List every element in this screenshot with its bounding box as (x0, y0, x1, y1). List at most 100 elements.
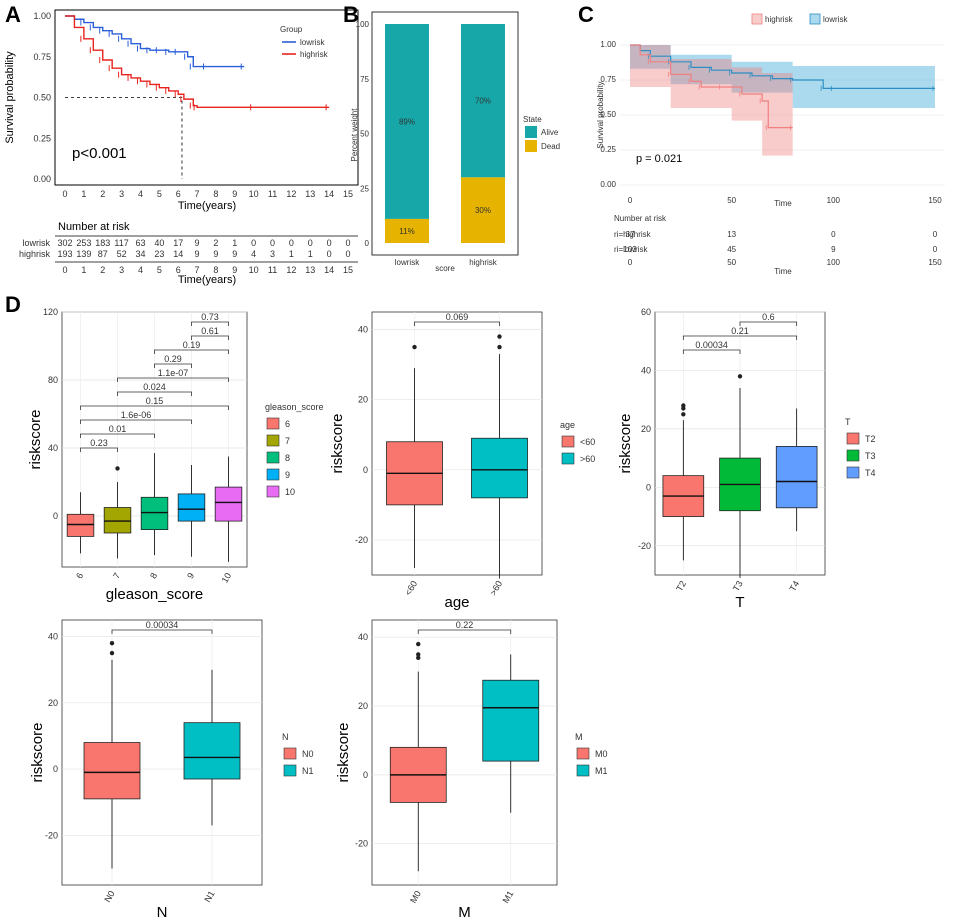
a-risk-count: 1 (289, 249, 294, 259)
panelD5-legend-label: M0 (595, 749, 608, 759)
b-bar-dead-lowrisk (385, 218, 429, 243)
panelD1-comparison-pvalue: 0.15 (146, 396, 164, 406)
b-legend-label-alive: Alive (541, 128, 559, 137)
panelD1-comparison-bracket (80, 433, 155, 438)
b-legend-title: State (523, 115, 542, 124)
b-ytick: 0 (365, 239, 370, 248)
a-risk-time: 4 (138, 265, 143, 275)
panel-d-n-boxplot: -20 0 20 40 N0 N1 0.00034 riskscore N N N0 N1 (29, 619, 314, 917)
c-risk-count: 0 (933, 230, 938, 239)
panelD5-legend-swatch (576, 764, 590, 777)
a-risk-time: 9 (232, 265, 237, 275)
panelD3-ytick: 20 (641, 424, 651, 434)
a-legend-title: Group (280, 25, 303, 34)
panelD5-ytick: 0 (363, 770, 368, 780)
panelD1-comparison-pvalue: 0.19 (183, 340, 201, 350)
a-curve-lowrisk (65, 15, 245, 68)
c-risk-time: 150 (928, 258, 942, 267)
panel-label-b: B (343, 2, 359, 27)
a-risk-xlabel: Time(years) (178, 274, 236, 286)
a-ytick: 0.50 (33, 93, 51, 103)
panelD3-xtick: T2 (674, 579, 688, 593)
a-risk-time: 6 (176, 265, 181, 275)
a-risk-count: 87 (98, 249, 108, 259)
a-risktable-rowlabel: highrisk (19, 249, 51, 259)
c-pvalue: p = 0.021 (636, 153, 682, 165)
a-risk-time: 2 (100, 265, 105, 275)
a-risktable-title: Number at risk (58, 221, 130, 233)
panelD5-legend-label: M1 (595, 766, 608, 776)
b-legend-label-dead: Dead (541, 142, 560, 151)
a-xtick: 7 (195, 189, 200, 199)
a-risk-time: 3 (119, 265, 124, 275)
panelD1-comparison-bracket (117, 391, 192, 396)
a-risk-time: 11 (268, 265, 277, 275)
panelD2-outlier (497, 334, 502, 339)
a-risk-count: 0 (327, 249, 332, 259)
panelD1-legend-swatch (266, 434, 280, 447)
a-risk-time: 12 (286, 265, 296, 275)
a-xtick: 0 (62, 189, 67, 199)
panelD1-ytick: 80 (48, 375, 58, 385)
panelD1-xtick: 7 (111, 571, 122, 580)
c-legend-label-highrisk: highrisk (765, 15, 794, 24)
a-xtick: 12 (286, 189, 296, 199)
panelD1-comparison-bracket (191, 321, 229, 326)
panelD2-ylabel: riskscore (329, 413, 346, 473)
c-risk-count: 9 (831, 245, 836, 254)
panelD3-legend-swatch (846, 432, 860, 445)
c-risk-count: 37 (626, 230, 635, 239)
panelD3-ytick: 0 (646, 482, 651, 492)
c-curve-highrisk (630, 44, 793, 129)
panelD4-box-N0 (83, 742, 141, 800)
panelD3-comparison-pvalue: 0.6 (762, 312, 775, 322)
panel-a-survival: 0.000.250.500.751.000 1 2 3 4 5 6 7 8 9 10 11 12 13 14… (4, 9, 359, 286)
panelD3-xlabel: T (735, 594, 744, 611)
b-bar-label: 11% (399, 227, 414, 236)
b-bar-label: 89% (399, 117, 415, 126)
panelD1-ylabel: riskscore (27, 409, 44, 469)
panelD2-legend-label: >60 (580, 454, 595, 464)
c-risk-xlabel: Time (774, 267, 792, 276)
c-risktable-rowlabel: ri=lowrisk (614, 245, 649, 254)
panelD5-legend-swatch (576, 747, 590, 760)
c-xtick: 100 (827, 196, 841, 205)
a-risk-count: 34 (135, 249, 145, 259)
panelD1-legend-label: 10 (285, 487, 295, 497)
b-xtick: lowrisk (395, 258, 420, 267)
a-ytick: 0.25 (33, 133, 51, 143)
c-xtick: 50 (727, 196, 736, 205)
panelD2-box->60 (471, 437, 528, 499)
panelD3-outlier (681, 403, 686, 408)
a-xtick: 14 (324, 189, 334, 199)
panelD5-ytick: -20 (355, 839, 368, 849)
a-risk-time: 7 (195, 265, 200, 275)
panelD1-comparison-bracket (117, 377, 229, 382)
panelD1-comparison-bracket (154, 363, 192, 368)
panelD1-box-8 (140, 496, 169, 530)
a-risk-count: 0 (345, 249, 350, 259)
a-risk-count: 9 (195, 249, 200, 259)
panel-label-a: A (5, 2, 21, 27)
panelD3-legend-label: T3 (865, 451, 876, 461)
panelD1-comparison-bracket (80, 419, 192, 424)
panelD1-xtick: 9 (185, 571, 196, 580)
panelD2-ytick: 20 (358, 395, 368, 405)
panelD1-comparison-pvalue: 0.73 (201, 312, 219, 322)
a-risk-count: 0 (345, 238, 350, 248)
c-risk-count: 13 (727, 230, 736, 239)
a-xtick: 6 (176, 189, 181, 199)
panelD5-xlabel: M (458, 904, 471, 917)
b-bar-alive-highrisk (461, 24, 505, 178)
c-xtick: 150 (928, 196, 942, 205)
panelD1-xtick: 10 (220, 571, 234, 585)
c-ytick: 0.50 (600, 110, 616, 119)
panelD4-box-N1 (183, 722, 241, 780)
b-ytick: 75 (360, 75, 369, 84)
a-risk-count: 139 (76, 249, 91, 259)
c-ci-band-lowrisk (630, 45, 935, 108)
c-risk-count: 45 (727, 245, 736, 254)
panelD2-comparison-pvalue: 0.069 (446, 312, 469, 322)
panelD1-comparison-pvalue: 0.61 (201, 326, 219, 336)
